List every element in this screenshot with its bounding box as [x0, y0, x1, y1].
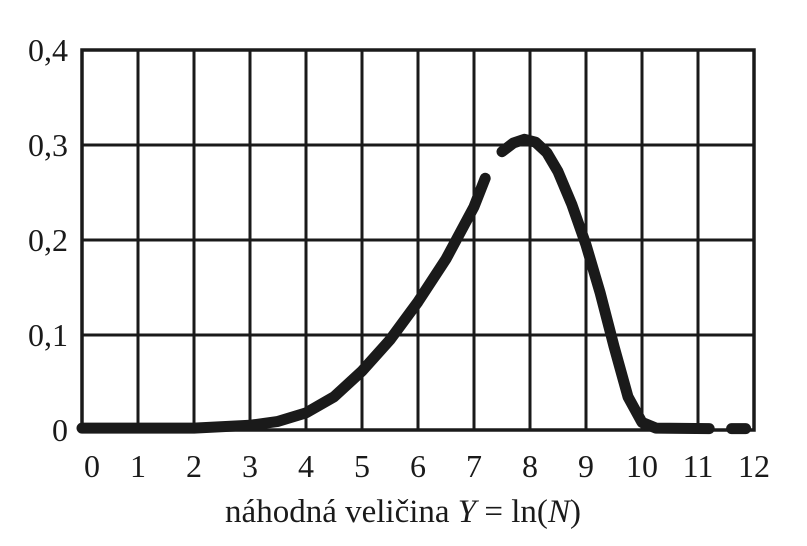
curve-segment	[76, 172, 491, 434]
x-tick-label: 9	[578, 448, 594, 484]
x-tick-label: 6	[410, 448, 426, 484]
y-tick-label: 0,3	[28, 127, 68, 163]
x-axis-label-equation: = ln(	[476, 494, 548, 530]
plot-frame	[80, 48, 756, 432]
x-tick-label: 7	[466, 448, 482, 484]
y-tick-label: 0,1	[28, 317, 68, 353]
x-tick-label: 0	[84, 448, 100, 484]
x-axis-label-close: )	[570, 494, 581, 530]
x-axis-label-variable: Y	[458, 494, 480, 530]
y-tick-label: 0	[52, 412, 68, 448]
x-axis-label-variable-n: N	[547, 494, 572, 530]
x-axis-label: náhodná veličina Y = ln(N)	[225, 494, 581, 530]
x-tick-label: 5	[354, 448, 370, 484]
y-tick-label: 0,2	[28, 222, 68, 258]
x-tick-label: 2	[186, 448, 202, 484]
density-curve	[76, 133, 752, 435]
curve-segment	[496, 133, 715, 435]
x-tick-label: 4	[298, 448, 314, 484]
y-tick-label: 0,4	[28, 32, 68, 68]
x-tick-label: 12	[738, 448, 770, 484]
x-tick-label: 10	[626, 448, 658, 484]
grid-lines	[82, 50, 754, 430]
x-axis-label-prefix: náhodná veličina	[225, 494, 458, 530]
x-tick-label: 11	[683, 448, 714, 484]
y-tick-labels: 0 0,1 0,2 0,3 0,4	[28, 32, 68, 448]
x-tick-labels: 0 1 2 3 4 5 6 7 8 9 10 11 12	[84, 448, 770, 484]
x-tick-label: 1	[130, 448, 146, 484]
x-tick-label: 3	[242, 448, 258, 484]
x-tick-label: 8	[522, 448, 538, 484]
